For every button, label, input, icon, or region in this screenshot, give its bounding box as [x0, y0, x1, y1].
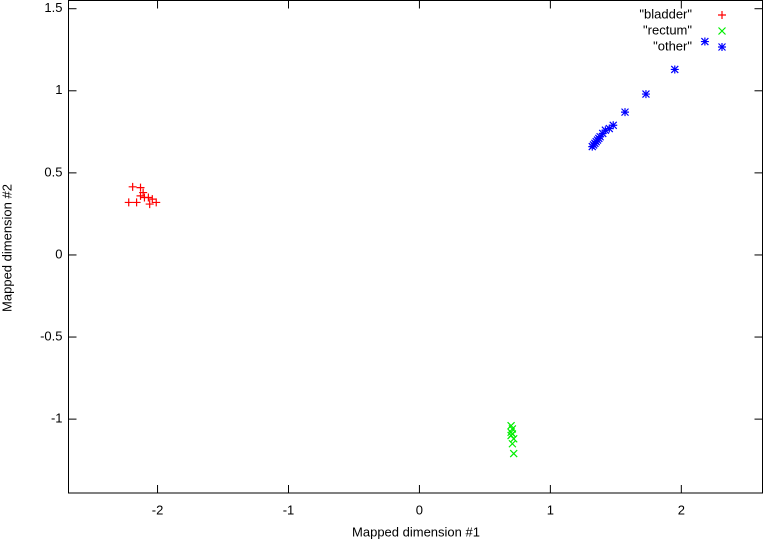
legend-marker — [718, 43, 726, 51]
point — [140, 193, 149, 202]
x-tick-label: -1 — [283, 502, 295, 517]
point — [508, 439, 517, 448]
legend-label: "bladder" — [639, 6, 692, 21]
point — [132, 198, 141, 207]
legend-label: "rectum" — [643, 22, 692, 37]
point — [641, 90, 650, 99]
point — [670, 65, 679, 74]
point — [601, 126, 610, 135]
y-tick-label: 0.5 — [44, 164, 62, 179]
point — [145, 200, 154, 209]
point — [700, 37, 709, 46]
y-tick-label: 0 — [55, 246, 62, 261]
x-tick-label: 0 — [416, 502, 423, 517]
plot-frame — [68, 0, 763, 494]
point — [509, 449, 518, 458]
point — [605, 124, 614, 133]
point — [609, 121, 618, 130]
y-axis-label: Mapped dimension #2 — [0, 184, 14, 312]
point — [136, 183, 145, 192]
y-tick-label: -0.5 — [40, 328, 62, 343]
point — [621, 108, 630, 117]
y-tick-label: 1.5 — [44, 0, 62, 15]
y-tick-label: 1 — [55, 82, 62, 97]
point — [124, 198, 133, 207]
y-tick-label: -1 — [51, 411, 63, 426]
x-tick-label: 1 — [547, 502, 554, 517]
legend-marker — [718, 27, 726, 35]
legend-label: "other" — [653, 38, 692, 53]
x-tick-label: -2 — [152, 502, 164, 517]
point — [152, 198, 161, 207]
x-axis-label: Mapped dimension #1 — [352, 524, 480, 539]
point — [128, 182, 137, 191]
point — [136, 191, 145, 200]
x-tick-label: 2 — [678, 502, 685, 517]
point — [148, 195, 157, 204]
legend-marker — [718, 11, 726, 19]
point — [509, 434, 518, 443]
